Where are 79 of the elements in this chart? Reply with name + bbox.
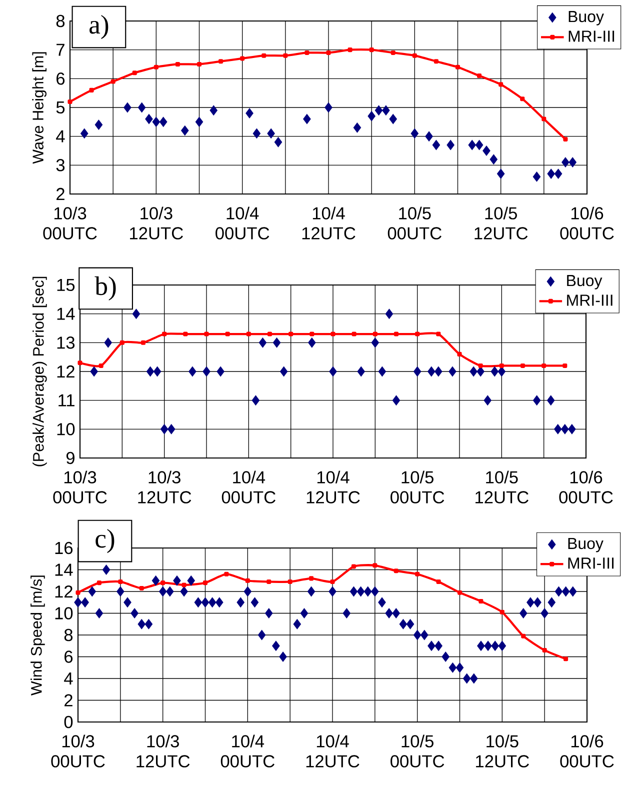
x-tick-label: 10/4 00UTC xyxy=(222,470,276,504)
point xyxy=(415,572,420,576)
x-tick-label: 10/6 00UTC xyxy=(560,734,614,768)
x-tick-label: 10/3 00UTC xyxy=(43,206,97,240)
point xyxy=(76,590,80,595)
y-tick-label: 5 xyxy=(56,101,65,114)
x-tick-label: 10/3 00UTC xyxy=(51,734,105,768)
x-tick-label: 10/6 00UTC xyxy=(559,470,613,504)
point xyxy=(202,580,208,586)
legend-label: Buoy xyxy=(568,538,604,552)
y-tick-label: 3 xyxy=(56,159,65,172)
x-tick-label: 10/3 00UTC xyxy=(53,470,107,504)
y-tick-label: 16 xyxy=(55,542,73,554)
x-tick-label: 10/5 00UTC xyxy=(388,206,442,240)
y-tick-label: 8 xyxy=(56,14,65,28)
point xyxy=(160,580,166,586)
legend-label: Buoy xyxy=(567,275,602,290)
y-tick-label: 6 xyxy=(56,72,65,85)
x-tick-label: 10/5 00UTC xyxy=(390,470,444,504)
y-tick-label: 4 xyxy=(64,672,73,684)
point xyxy=(478,599,484,604)
point xyxy=(330,579,335,584)
point xyxy=(457,590,462,595)
y-axis-title: (Peak/Average) Period [sec] xyxy=(32,276,47,466)
y-tick-label: 9 xyxy=(66,452,74,464)
y-tick-label: 2 xyxy=(64,694,72,706)
x-tick-label: 10/5 00UTC xyxy=(390,734,444,768)
point xyxy=(118,579,123,584)
y-tick-label: 13 xyxy=(57,336,75,349)
point xyxy=(394,568,398,574)
chart-title: a) xyxy=(90,14,108,40)
x-tick-label: 10/4 00UTC xyxy=(216,206,270,240)
x-tick-label: 10/5 12UTC xyxy=(476,734,529,768)
chart-title: b) xyxy=(94,276,116,301)
point xyxy=(309,576,314,581)
x-tick-label: 10/5 12UTC xyxy=(476,470,528,504)
point xyxy=(372,563,378,568)
point xyxy=(521,634,526,638)
x-tick-label: 10/3 12UTC xyxy=(138,470,192,504)
y-axis-title: Wind Speed [m/s] xyxy=(30,576,45,696)
y-tick-label: 14 xyxy=(57,308,75,320)
y-tick-label: 6 xyxy=(64,650,73,663)
y-tick-label: 14 xyxy=(55,564,73,576)
x-tick-label: 10/3 12UTC xyxy=(136,734,190,768)
x-tick-label: 10/4 12UTC xyxy=(302,206,356,240)
legend-label: MRI-III xyxy=(567,294,612,306)
point xyxy=(436,579,441,584)
point xyxy=(542,648,547,652)
point xyxy=(224,572,229,576)
y-tick-label: 15 xyxy=(57,278,75,292)
y-tick-label: 4 xyxy=(56,130,65,142)
x-tick-label: 10/4 12UTC xyxy=(306,470,360,504)
y-tick-label: 10 xyxy=(57,423,75,436)
x-tick-label: 10/5 12UTC xyxy=(474,206,528,240)
point xyxy=(96,580,102,586)
point xyxy=(351,564,356,569)
legend-label: Buoy xyxy=(568,11,604,26)
legend-label: MRI-III xyxy=(568,558,614,569)
y-tick-label: 12 xyxy=(57,365,74,378)
y-tick-label: 0 xyxy=(64,716,73,728)
chart-title: c) xyxy=(96,528,114,554)
point xyxy=(564,656,568,662)
y-tick-label: 7 xyxy=(56,44,64,56)
x-tick-label: 10/6 00UTC xyxy=(560,206,614,240)
point xyxy=(500,610,504,614)
point xyxy=(266,579,272,584)
y-axis-title: Wave Height [m] xyxy=(32,52,46,164)
legend-label: MRI-III xyxy=(568,30,614,42)
point xyxy=(139,586,144,591)
point xyxy=(245,578,250,583)
y-tick-label: 11 xyxy=(58,394,74,406)
x-tick-label: 10/4 00UTC xyxy=(220,734,274,768)
point xyxy=(288,579,292,584)
x-tick-label: 10/4 12UTC xyxy=(306,734,360,768)
y-tick-label: 8 xyxy=(64,628,73,642)
y-tick-label: 10 xyxy=(55,607,73,620)
y-tick-label: 12 xyxy=(55,585,72,598)
y-tick-label: 2 xyxy=(56,188,64,200)
x-tick-label: 10/3 12UTC xyxy=(130,206,183,240)
